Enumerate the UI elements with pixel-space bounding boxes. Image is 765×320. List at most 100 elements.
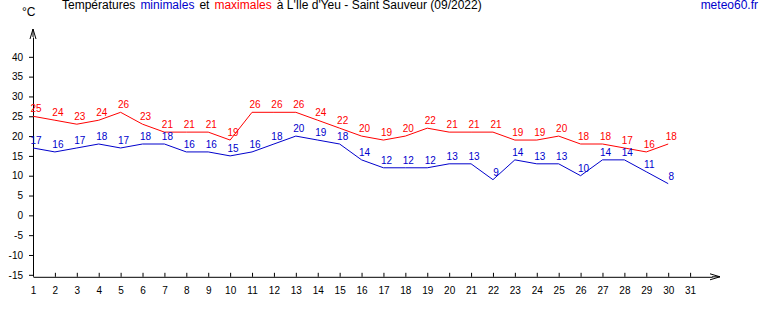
data-label: 24: [315, 107, 327, 118]
data-label: 17: [30, 135, 42, 146]
y-tick: -5: [14, 230, 33, 241]
y-tick-label: -10: [9, 250, 24, 261]
x-tick: 4: [96, 273, 102, 296]
data-label: 22: [337, 115, 349, 126]
y-axis: -15-10-50510152025303540: [9, 38, 34, 281]
y-tick-label: 0: [17, 210, 23, 221]
data-label: 19: [512, 127, 524, 138]
data-label: 16: [52, 139, 64, 150]
x-tick: 11: [247, 273, 258, 296]
data-label: 13: [447, 151, 459, 162]
data-label: 14: [600, 147, 612, 158]
x-tick: 9: [206, 273, 212, 296]
y-tick: 15: [12, 151, 33, 162]
data-label: 14: [359, 147, 371, 158]
y-tick-mark: [29, 57, 33, 58]
y-tick-label: -5: [14, 230, 23, 241]
data-label: 20: [556, 123, 568, 134]
x-tick-label: 21: [466, 285, 478, 296]
x-tick: 21: [466, 273, 478, 296]
data-label: 14: [512, 147, 524, 158]
y-tick-label: 20: [12, 131, 24, 142]
y-tick-mark: [29, 196, 33, 197]
x-tick: 14: [313, 273, 325, 296]
x-tick: 27: [597, 273, 609, 296]
x-tick: 26: [576, 273, 588, 296]
data-label: 19: [228, 127, 240, 138]
x-tick: 17: [378, 273, 390, 296]
x-tick: 13: [291, 273, 303, 296]
x-tick-label: 27: [597, 285, 609, 296]
x-tick: 31: [685, 273, 697, 296]
x-tick: 29: [641, 273, 653, 296]
y-axis-arrow: [33, 29, 34, 37]
data-label: 18: [578, 131, 590, 142]
data-label: 13: [534, 151, 546, 162]
data-label: 10: [578, 163, 590, 174]
data-label: 18: [96, 131, 108, 142]
y-axis-arrow: [30, 29, 36, 39]
data-label: 16: [184, 139, 196, 150]
y-tick-mark: [29, 96, 33, 97]
data-label: 17: [74, 135, 86, 146]
data-label: 24: [96, 107, 108, 118]
x-tick-mark: [99, 273, 100, 277]
x-tick-mark: [318, 273, 319, 277]
x-tick: 28: [619, 273, 631, 296]
data-label: 17: [622, 135, 634, 146]
y-tick-label: -15: [9, 270, 24, 281]
data-label: 25: [30, 103, 42, 114]
title-part: et: [199, 0, 210, 12]
x-tick: 3: [75, 273, 81, 296]
y-tick: 10: [12, 170, 33, 181]
data-label: 18: [162, 131, 174, 142]
x-tick-label: 30: [663, 285, 675, 296]
y-tick-label: 10: [12, 170, 24, 181]
x-tick-label: 13: [291, 285, 303, 296]
x-tick: 1: [31, 273, 37, 296]
data-label: 21: [490, 119, 502, 130]
x-tick-mark: [559, 273, 560, 277]
x-tick: 6: [140, 273, 146, 296]
x-tick-mark: [471, 273, 472, 277]
legend-entry: minimales: [140, 0, 194, 12]
x-tick-label: 28: [619, 285, 631, 296]
y-tick-label: 30: [12, 91, 24, 102]
y-axis-line: [33, 38, 34, 276]
data-label: 26: [118, 99, 130, 110]
x-tick-mark: [493, 273, 494, 277]
data-labels: 1716171817181816161516182019181412121213…: [30, 99, 677, 181]
x-tick-label: 10: [225, 285, 237, 296]
plot-area: [33, 112, 668, 183]
x-tick-label: 11: [247, 285, 258, 296]
chart: Températuresminimalesetmaximalesà L'Ile …: [0, 0, 765, 320]
y-tick-label: 5: [17, 190, 23, 201]
data-label: 18: [666, 131, 678, 142]
x-tick-label: 16: [356, 285, 368, 296]
x-tick-mark: [340, 273, 341, 277]
x-tick-mark: [33, 273, 34, 277]
x-tick-mark: [230, 273, 231, 277]
x-tick-label: 2: [53, 285, 59, 296]
x-tick-label: 20: [444, 285, 456, 296]
x-tick-mark: [121, 273, 122, 277]
title-part: Températures: [62, 0, 135, 12]
y-tick: 30: [12, 91, 33, 102]
x-tick-mark: [208, 273, 209, 277]
series-line: [33, 112, 668, 152]
x-tick-label: 24: [532, 285, 544, 296]
x-tick-label: 25: [554, 285, 566, 296]
y-tick: -15: [9, 270, 33, 281]
x-tick-mark: [77, 273, 78, 277]
x-tick-mark: [143, 273, 144, 277]
legend-entry: maximales: [214, 0, 271, 12]
data-label: 20: [359, 123, 371, 134]
data-label: 21: [469, 119, 481, 130]
x-tick-label: 12: [269, 285, 281, 296]
data-label: 12: [425, 155, 437, 166]
x-tick: 8: [184, 273, 190, 296]
x-tick-mark: [252, 273, 253, 277]
y-tick-mark: [29, 215, 33, 216]
x-tick-label: 3: [75, 285, 81, 296]
data-label: 26: [293, 99, 305, 110]
